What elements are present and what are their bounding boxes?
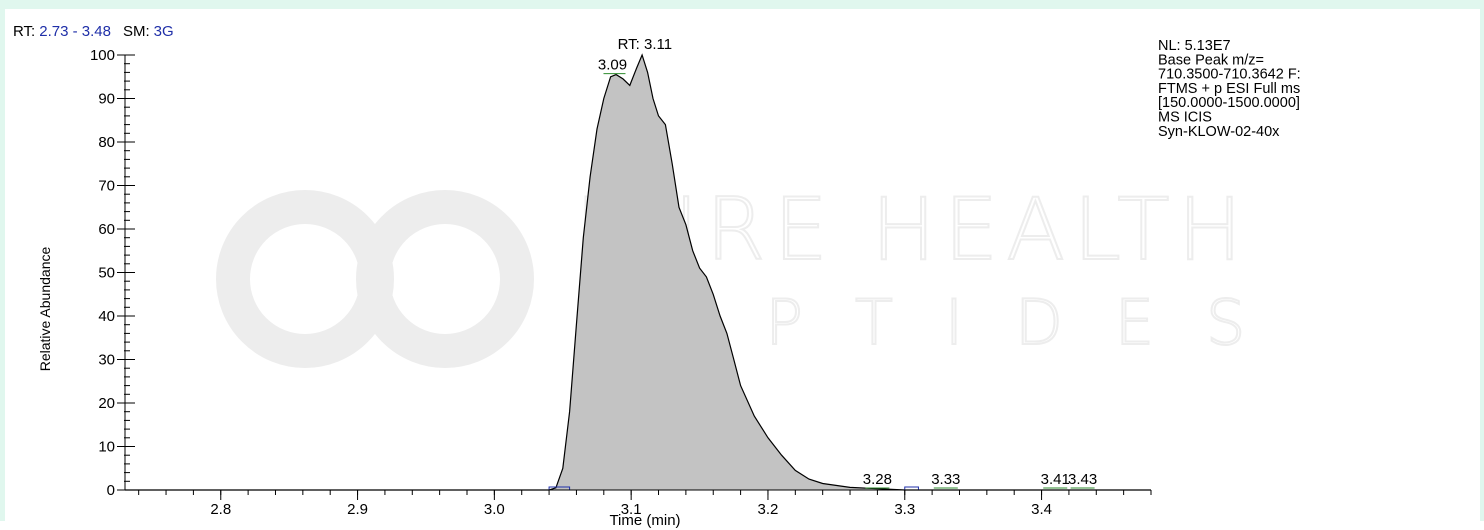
x-tick-label: 2.8: [210, 501, 231, 518]
peak-label: 3.09: [598, 57, 627, 74]
x-tick-label: 3.3: [894, 501, 915, 518]
scan-info-line: Base Peak m/z=: [1158, 52, 1264, 68]
y-tick-label: 20: [98, 395, 115, 412]
x-tick-label: 2.9: [347, 501, 368, 518]
scan-info-line: 710.3500-710.3642 F:: [1158, 67, 1301, 83]
scan-info-line: Syn-KLOW-02-40x: [1158, 124, 1280, 140]
scan-info-line: MS ICIS: [1158, 110, 1212, 126]
x-tick-label: 3.4: [1031, 501, 1052, 518]
scan-info-line: NL: 5.13E7: [1158, 38, 1231, 54]
header-sm-value: 3G: [154, 23, 174, 40]
peak-label: 3.33: [931, 471, 960, 488]
watermark-logo: PURE HEALTH PEPTIDES: [216, 179, 1246, 368]
watermark-ring-right: [356, 190, 534, 368]
y-tick-label: 90: [98, 91, 115, 108]
scan-info-line: [150.0000-1500.0000]: [1158, 95, 1300, 111]
header-rt-value: 2.73 - 3.48: [39, 23, 111, 40]
y-tick-label: 100: [90, 47, 115, 64]
y-axis-label: Relative Abundance: [37, 247, 53, 372]
y-tick-label: 60: [98, 221, 115, 238]
y-tick-label: 0: [107, 482, 115, 499]
peak-label: 3.28: [863, 471, 892, 488]
header-sm-label: SM:: [123, 23, 150, 40]
peak-label: 3.43: [1068, 471, 1097, 488]
peak-area-fill: [125, 55, 1151, 490]
x-tick-label: 3.0: [484, 501, 505, 518]
x-tick-label: 3.1: [621, 501, 642, 518]
chromatogram-chart: PURE HEALTH PEPTIDES RT: 2.73 - 3.48 SM: 3G…: [13, 23, 1301, 529]
scan-info-line: FTMS + p ESI Full ms: [1158, 81, 1300, 97]
peak-apex-label: RT: 3.11: [618, 36, 672, 53]
header-rt-label: RT:: [13, 23, 35, 40]
peak-labels: RT: 3.11 3.09 3.28 3.33 3.413.43: [598, 36, 1097, 489]
y-tick-label: 70: [98, 178, 115, 195]
plot-area: [125, 53, 1151, 491]
chromatogram-trace: [125, 53, 1151, 491]
watermark-ring-left: [216, 190, 394, 368]
y-tick-label: 30: [98, 352, 115, 369]
peak-label: 3.41: [1041, 471, 1070, 488]
header-rt-range: RT: 2.73 - 3.48 SM: 3G: [13, 23, 174, 40]
x-tick-label: 3.2: [758, 501, 779, 518]
y-tick-label: 40: [98, 308, 115, 325]
y-tick-label: 80: [98, 134, 115, 151]
y-tick-label: 50: [98, 265, 115, 282]
axes: 0 10 20 30 40 50 60 70 80 90 100 2.8 2.9 3.0 3.1 3.2 3.3…: [90, 47, 1152, 518]
y-tick-label: 10: [98, 439, 115, 456]
